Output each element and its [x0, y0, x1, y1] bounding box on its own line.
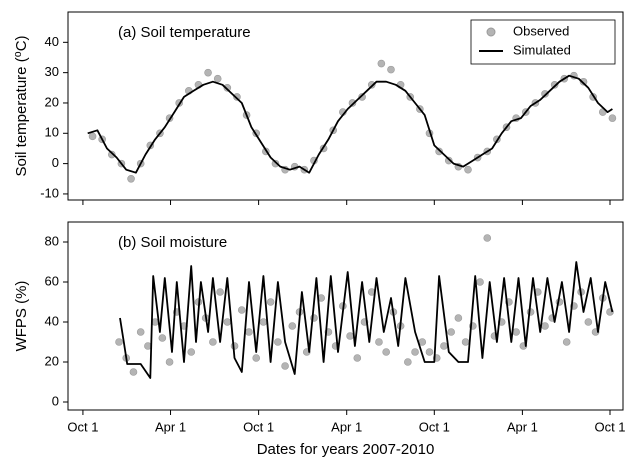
- x-tick-label: Oct 1: [243, 419, 274, 434]
- observed-point: [608, 114, 617, 122]
- observed-point: [129, 368, 138, 376]
- observed-point: [526, 308, 535, 316]
- y-tick-label: 30: [45, 64, 59, 79]
- observed-point: [541, 90, 549, 98]
- plot-frame: [67, 221, 624, 411]
- observed-point: [461, 338, 470, 346]
- observed-point: [483, 234, 492, 242]
- observed-point: [425, 348, 434, 356]
- observed-point: [230, 342, 239, 350]
- observed-point: [464, 165, 472, 174]
- legend-label: Observed: [513, 23, 569, 38]
- observed-point: [271, 159, 280, 168]
- y-tick-label: -10: [40, 185, 59, 200]
- observed-point: [382, 348, 390, 356]
- observed-point: [353, 354, 362, 362]
- observed-point: [216, 288, 224, 296]
- y-tick-label: 20: [45, 353, 59, 368]
- observed-point: [223, 84, 232, 92]
- legend-label: Simulated: [513, 42, 571, 57]
- observed-point: [476, 278, 484, 286]
- observed-point: [127, 174, 135, 183]
- y-tick-label: 80: [45, 233, 59, 248]
- observed-point: [233, 93, 241, 101]
- y-tick-label: 40: [45, 34, 59, 49]
- observed-point: [375, 338, 383, 346]
- observed-point: [346, 332, 354, 340]
- observed-point: [348, 99, 357, 107]
- observed-point: [541, 322, 549, 330]
- y-axis-label: Soil temperature (⁰C): [13, 35, 30, 176]
- observed-point: [204, 68, 212, 77]
- observed-point: [440, 342, 448, 350]
- observed-point: [387, 65, 395, 74]
- x-tick-label: Apr 1: [507, 419, 538, 434]
- observed-point: [209, 338, 217, 346]
- observed-point: [136, 328, 145, 336]
- observed-point: [584, 318, 593, 326]
- y-tick-label: 10: [45, 125, 59, 140]
- observed-point: [115, 338, 123, 346]
- observed-point: [158, 334, 167, 342]
- observed-point: [237, 306, 246, 314]
- y-tick-label: 40: [45, 313, 59, 328]
- observed-point: [444, 156, 453, 165]
- observed-point: [266, 298, 275, 306]
- observed-point: [165, 358, 174, 366]
- y-tick-label: 0: [52, 393, 59, 408]
- observed-point: [281, 362, 289, 370]
- observed-point: [274, 338, 282, 346]
- observed-point: [223, 318, 232, 326]
- y-tick-label: 60: [45, 273, 59, 288]
- observed-point: [377, 59, 386, 68]
- observed-point: [367, 80, 376, 89]
- observed-point: [447, 328, 455, 336]
- x-tick-label: Apr 1: [331, 419, 362, 434]
- observed-point: [252, 354, 261, 362]
- y-axis-label: WFPS (%): [13, 281, 30, 352]
- observed-point: [512, 328, 520, 336]
- observed-point: [288, 322, 297, 330]
- legend: Observed Simulated: [470, 19, 616, 65]
- observed-point: [245, 328, 253, 336]
- observed-point: [213, 74, 222, 83]
- simulated-line: [119, 261, 614, 379]
- observed-point: [579, 77, 588, 86]
- y-tick-label: 0: [52, 155, 59, 170]
- observed-point: [404, 358, 412, 366]
- x-axis-label: Dates for years 2007-2010: [257, 441, 435, 458]
- observed-point: [562, 338, 571, 346]
- x-tick-label: Apr 1: [155, 419, 186, 434]
- observed-point: [411, 348, 419, 356]
- x-tick-label: Oct 1: [419, 419, 450, 434]
- observed-point: [88, 132, 97, 141]
- y-tick-label: 20: [45, 94, 59, 109]
- panel-annotation: (b) Soil moisture: [118, 234, 227, 251]
- observed-point: [550, 80, 559, 89]
- x-tick-label: Oct 1: [67, 419, 98, 434]
- plot-frame: [67, 11, 624, 201]
- observed-point: [187, 348, 196, 356]
- panel-annotation: (a) Soil temperature: [118, 24, 251, 41]
- observed-point: [259, 318, 268, 326]
- legend-box: [470, 19, 616, 65]
- observed-point: [108, 150, 116, 159]
- observed-point: [435, 147, 443, 156]
- x-tick-label: Oct 1: [594, 419, 625, 434]
- observed-point: [358, 93, 366, 101]
- simulated-line: [87, 74, 613, 174]
- legend-marker: [486, 27, 496, 37]
- observed-point: [454, 314, 463, 322]
